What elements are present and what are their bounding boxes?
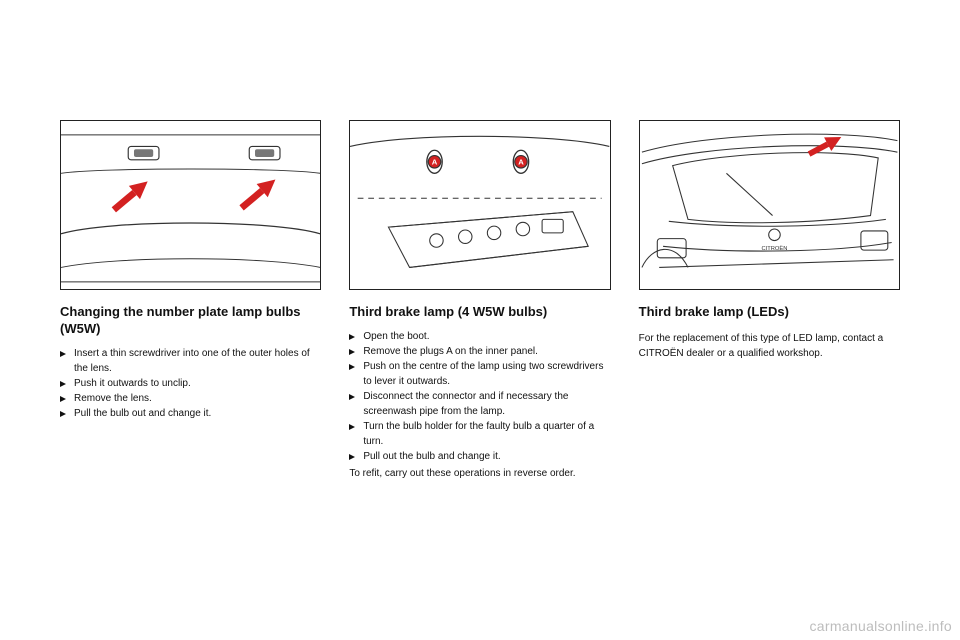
figure-number-plate bbox=[60, 120, 321, 290]
note-text: To refit, carry out these operations in … bbox=[349, 466, 610, 481]
col-third-brake-led: CITROËN Third brake lamp (LEDs) For the … bbox=[639, 120, 900, 481]
bullet: Turn the bulb holder for the faulty bulb… bbox=[349, 419, 610, 449]
heading-number-plate: Changing the number plate lamp bulbs (W5… bbox=[60, 304, 321, 338]
figure-third-brake-bulbs: A A bbox=[349, 120, 610, 290]
bullet: Insert a thin screwdriver into one of th… bbox=[60, 346, 321, 376]
col-number-plate: Changing the number plate lamp bulbs (W5… bbox=[60, 120, 321, 481]
bullet: Open the boot. bbox=[349, 329, 610, 344]
heading-third-brake-led: Third brake lamp (LEDs) bbox=[639, 304, 900, 321]
text-third-brake-led: For the replacement of this type of LED … bbox=[639, 331, 900, 361]
heading-third-brake-bulbs: Third brake lamp (4 W5W bulbs) bbox=[349, 304, 610, 321]
bullets-third-brake-bulbs: Open the boot. Remove the plugs A on the… bbox=[349, 329, 610, 464]
watermark: carmanualsonline.info bbox=[810, 618, 953, 634]
svg-text:CITROËN: CITROËN bbox=[761, 245, 787, 252]
bullet: Remove the lens. bbox=[60, 391, 321, 406]
plug-a-label: A bbox=[519, 158, 525, 167]
third-brake-svg: A A bbox=[350, 121, 609, 289]
bullet: Disconnect the connector and if necessar… bbox=[349, 389, 610, 419]
col-third-brake-bulbs: A A bbox=[349, 120, 610, 481]
number-plate-svg bbox=[61, 121, 320, 289]
bullet: Push it outwards to unclip. bbox=[60, 376, 321, 391]
manual-page: Changing the number plate lamp bulbs (W5… bbox=[0, 0, 960, 640]
bullet: Pull the bulb out and change it. bbox=[60, 406, 321, 421]
led-svg: CITROËN bbox=[640, 121, 899, 289]
plug-a-label: A bbox=[432, 158, 438, 167]
bullets-number-plate: Insert a thin screwdriver into one of th… bbox=[60, 346, 321, 421]
columns: Changing the number plate lamp bulbs (W5… bbox=[60, 120, 900, 481]
arrow-icon bbox=[108, 173, 281, 217]
figure-third-brake-led: CITROËN bbox=[639, 120, 900, 290]
bullet: Remove the plugs A on the inner panel. bbox=[349, 344, 610, 359]
bullet: Push on the centre of the lamp using two… bbox=[349, 359, 610, 389]
bullet: Pull out the bulb and change it. bbox=[349, 449, 610, 464]
